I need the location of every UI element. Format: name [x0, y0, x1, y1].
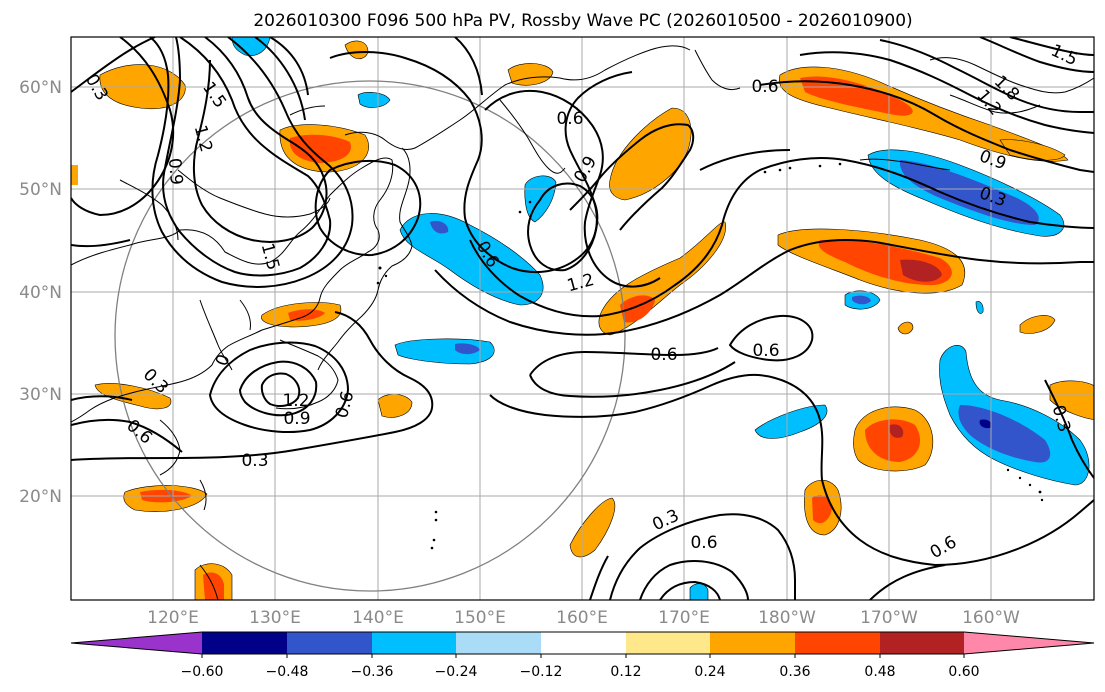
- colorbar-tick-label: −0.36: [351, 664, 394, 680]
- lon-label: 170°E: [658, 608, 710, 628]
- contour-label: 0.9: [164, 157, 186, 186]
- lon-label: 180°W: [758, 608, 816, 628]
- contour-label: 0.9: [283, 409, 310, 429]
- colorbar-segment: [964, 632, 1094, 654]
- pv-positive-region: [609, 107, 692, 201]
- pv-negative-region: [979, 419, 992, 429]
- lat-label: 20°N: [19, 487, 62, 507]
- contour-label: 0.6: [751, 77, 778, 97]
- pv-negative-region: [975, 301, 984, 314]
- pv-positive-region: [800, 76, 913, 116]
- colorbar-segment: [541, 632, 626, 654]
- colorbar-segment: [626, 632, 710, 654]
- pv-negative-region: [899, 160, 1039, 225]
- pv-positive-region: [812, 495, 832, 524]
- pv-positive-region: [900, 259, 942, 282]
- pv-negative-region: [852, 295, 871, 305]
- colorbar: −0.60 −0.48 −0.36 −0.24 −0.12 0.12 0.24 …: [70, 631, 1095, 680]
- lon-label: 140°E: [352, 608, 404, 628]
- positive-anomalies: [71, 40, 1094, 600]
- colorbar-tick-label: 0.12: [610, 664, 641, 680]
- pv-negative-region: [689, 583, 709, 600]
- contour-label: 0.3: [241, 451, 268, 471]
- longitude-labels: 120°E 130°E 140°E 150°E 160°E 170°E 180°…: [147, 608, 1020, 628]
- figure-title: 2026010300 F096 500 hPa PV, Rossby Wave …: [253, 11, 912, 31]
- lon-label: 120°E: [147, 608, 199, 628]
- pv-positive-region: [569, 497, 616, 558]
- pv-negative-region: [430, 220, 449, 234]
- pv-positive-region: [377, 393, 413, 418]
- contour-label: 0.6: [690, 533, 717, 553]
- contour-label: 0.6: [752, 341, 779, 361]
- colorbar-segment: [71, 632, 202, 654]
- colorbar-segment: [372, 632, 456, 654]
- lon-label: 170°W: [860, 608, 918, 628]
- contour-label: 0.6: [556, 109, 583, 129]
- map-gridlines: [71, 37, 1094, 600]
- colorbar-segment: [795, 632, 880, 654]
- colorbar-segment: [456, 632, 541, 654]
- negative-anomalies: [231, 37, 1090, 600]
- colorbar-segment: [287, 632, 372, 654]
- lat-label: 30°N: [19, 385, 62, 405]
- colorbar-tick-label: 0.36: [779, 664, 810, 680]
- colorbar-tick-label: 0.60: [948, 664, 979, 680]
- pv-negative-region: [357, 91, 391, 108]
- pv-positive-region: [889, 424, 904, 438]
- colorbar-tick-label: −0.60: [181, 664, 224, 680]
- colorbar-tick-label: −0.48: [266, 664, 309, 680]
- pv-contours: [71, 37, 1094, 600]
- pv-negative-region: [754, 404, 828, 439]
- colorbar-segment: [202, 632, 287, 654]
- colorbar-ticks: [201, 654, 965, 658]
- lon-label: 150°E: [454, 608, 506, 628]
- lon-label: 160°W: [962, 608, 1020, 628]
- colorbar-segment: [880, 632, 964, 654]
- islands: [376, 162, 1044, 550]
- contour-label: 0.6: [650, 345, 677, 365]
- lon-label: 130°E: [249, 608, 301, 628]
- latitude-labels: 60°N 50°N 40°N 30°N 20°N: [19, 78, 62, 507]
- colorbar-tick-labels: −0.60 −0.48 −0.36 −0.24 −0.12 0.12 0.24 …: [181, 664, 980, 680]
- pv-negative-region: [455, 343, 480, 355]
- contour-label: 1.2: [282, 391, 309, 411]
- lat-label: 50°N: [19, 180, 62, 200]
- lat-label: 60°N: [19, 78, 62, 98]
- pv-positive-region: [1019, 315, 1056, 334]
- lon-label: 160°E: [556, 608, 608, 628]
- colorbar-tick-label: −0.24: [435, 664, 478, 680]
- colorbar-tick-label: −0.12: [520, 664, 563, 680]
- radius-circle: [114, 80, 626, 592]
- pv-positive-region: [897, 321, 914, 335]
- pv-positive-region: [999, 139, 1066, 161]
- map-frame: [70, 36, 1095, 601]
- colorbar-segment: [710, 632, 795, 654]
- pv-positive-region: [865, 419, 920, 462]
- colorbar-tick-label: 0.48: [864, 664, 895, 680]
- colorbar-tick-label: 0.24: [694, 664, 725, 680]
- pv-positive-region: [71, 165, 78, 185]
- lat-label: 40°N: [19, 283, 62, 303]
- pv-negative-region: [958, 405, 1051, 463]
